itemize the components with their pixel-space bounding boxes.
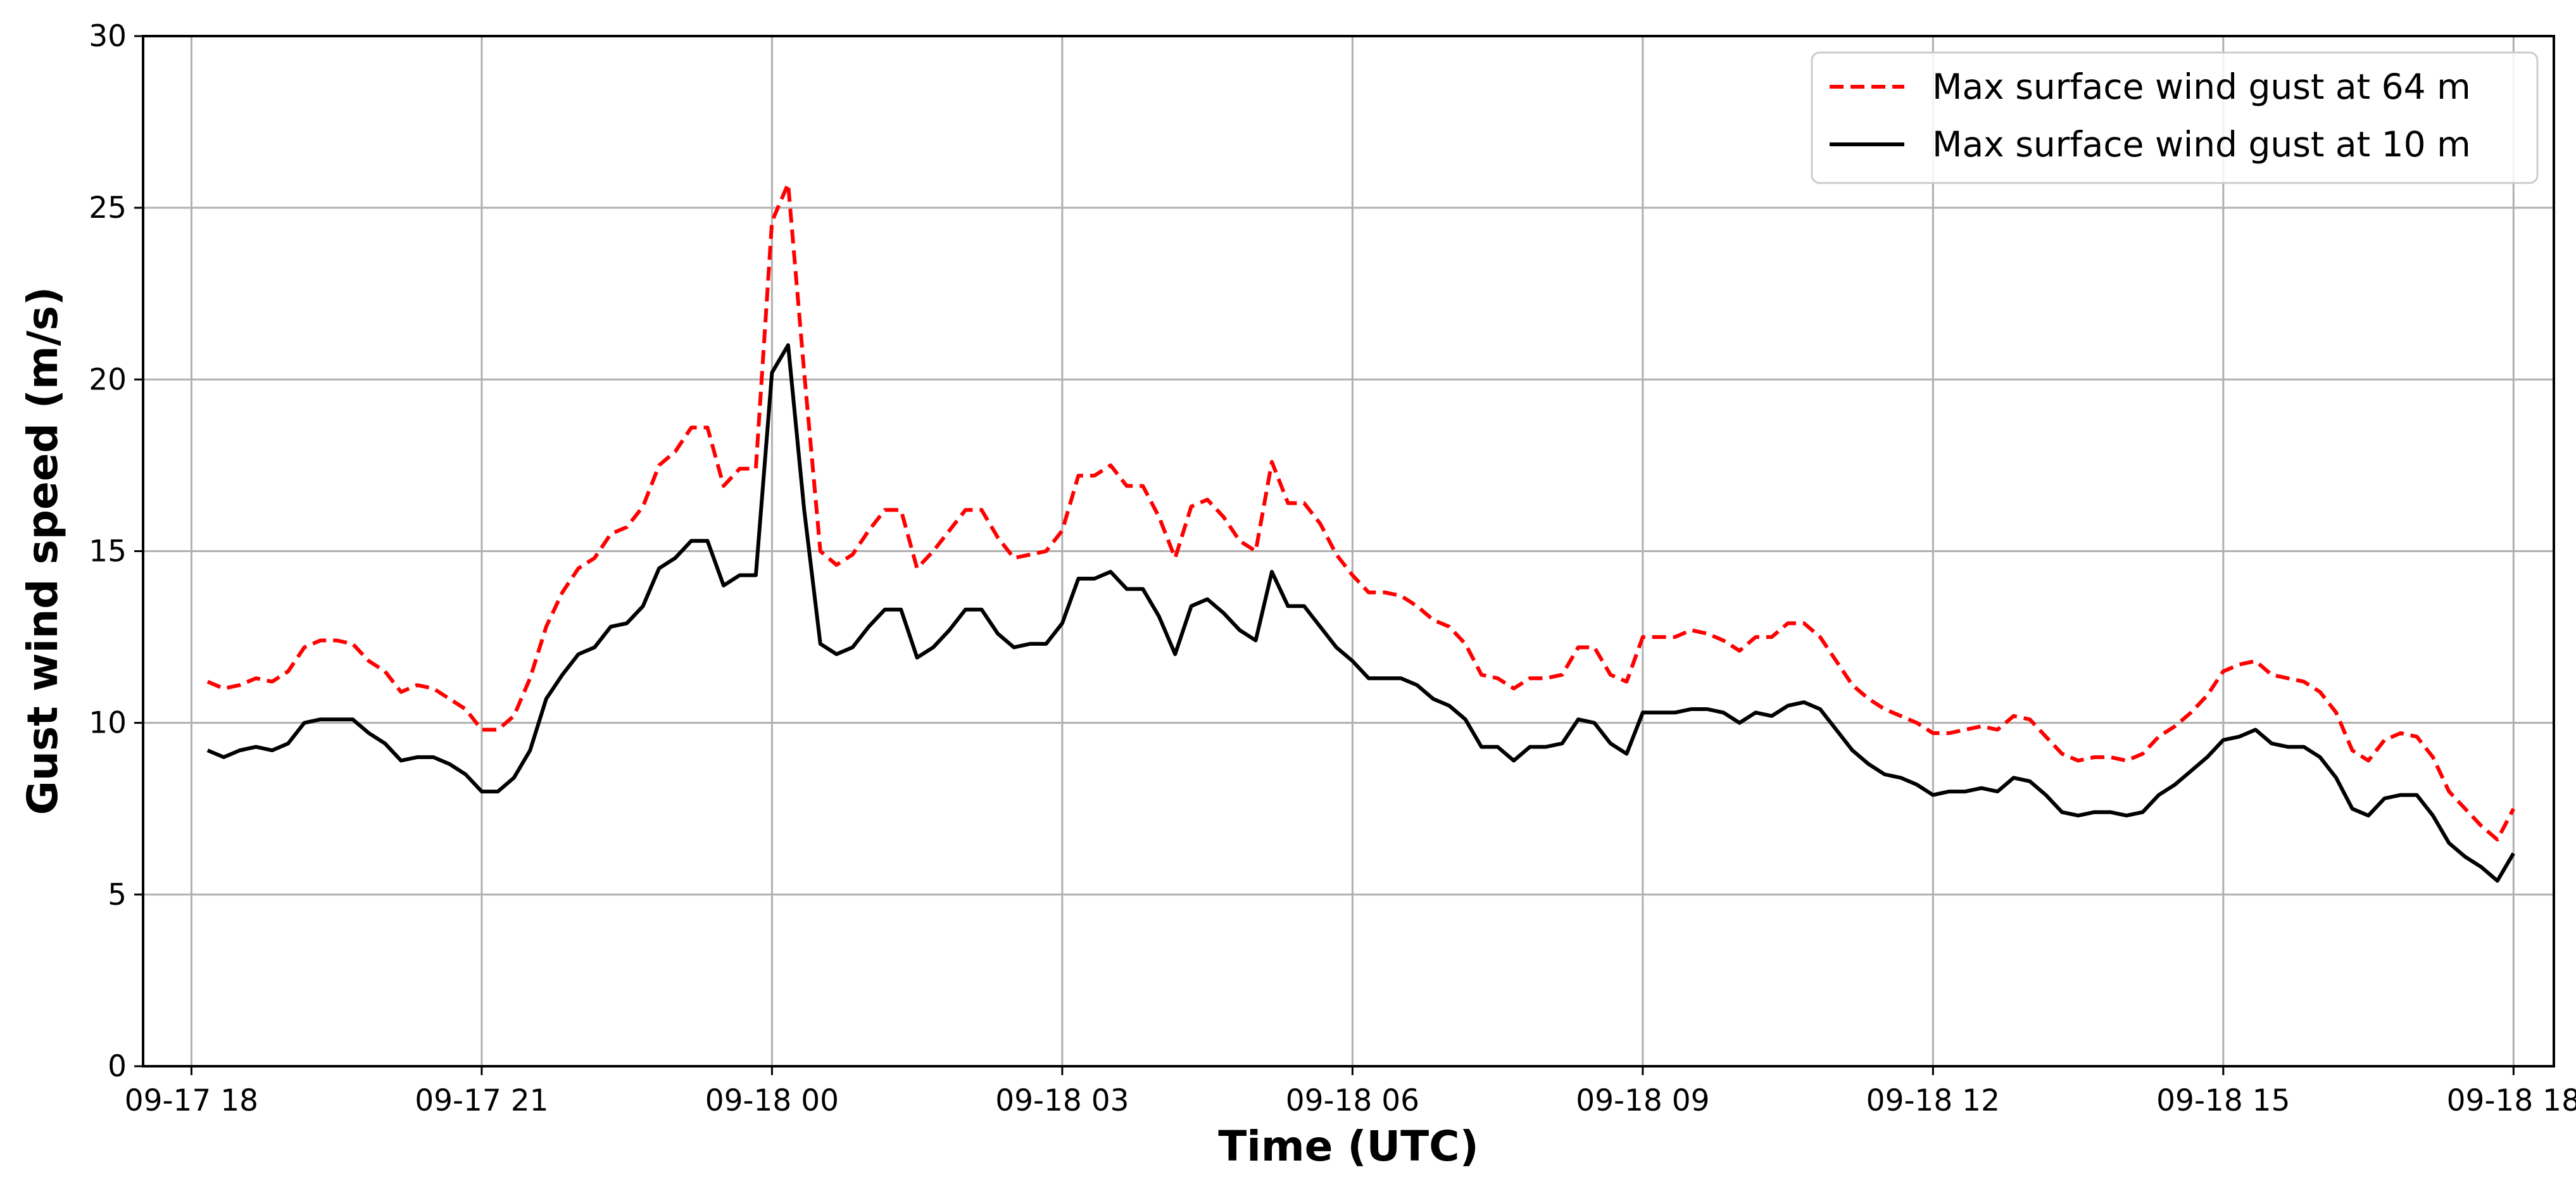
y-tick-label: 25	[89, 191, 127, 225]
x-tick-label: 09-18 06	[1286, 1083, 1419, 1118]
x-tick-label: 09-18 09	[1576, 1083, 1709, 1118]
y-tick-label: 5	[108, 878, 127, 912]
y-tick-label: 20	[89, 362, 127, 397]
x-tick-label: 09-18 12	[1866, 1083, 2000, 1118]
x-tick-label: 09-17 18	[125, 1083, 258, 1118]
series-layer	[206, 182, 2515, 883]
x-axis-title: Time (UTC)	[1218, 1122, 1479, 1171]
y-tick-label: 30	[89, 19, 127, 54]
x-tick-label: 09-18 18	[2447, 1083, 2576, 1118]
x-tick-label: 09-18 00	[705, 1083, 839, 1118]
series-line-10m	[206, 343, 2515, 883]
y-axis-title: Gust wind speed (m/s)	[18, 287, 67, 816]
tick-labels: 0 5 10 15 20 25 30 09-17 18 09-17 21 09-18 00 09-1…	[89, 19, 2576, 1118]
legend-label-64m: Max surface wind gust at 64 m	[1932, 66, 2471, 107]
y-tick-label: 10	[89, 706, 127, 741]
y-tick-label: 0	[108, 1049, 127, 1084]
grid	[143, 35, 2554, 1067]
y-tick-label: 15	[89, 534, 127, 569]
x-tick-label: 09-18 15	[2156, 1083, 2290, 1118]
legend-label-10m: Max surface wind gust at 10 m	[1932, 124, 2471, 165]
x-tick-label: 09-17 21	[415, 1083, 548, 1118]
legend: Max surface wind gust at 64 m Max surfac…	[1811, 51, 2539, 184]
series-line-64m	[206, 182, 2515, 842]
x-tick-label: 09-18 03	[995, 1083, 1129, 1118]
legend-box	[1811, 51, 2539, 184]
ticks	[134, 35, 2515, 1075]
